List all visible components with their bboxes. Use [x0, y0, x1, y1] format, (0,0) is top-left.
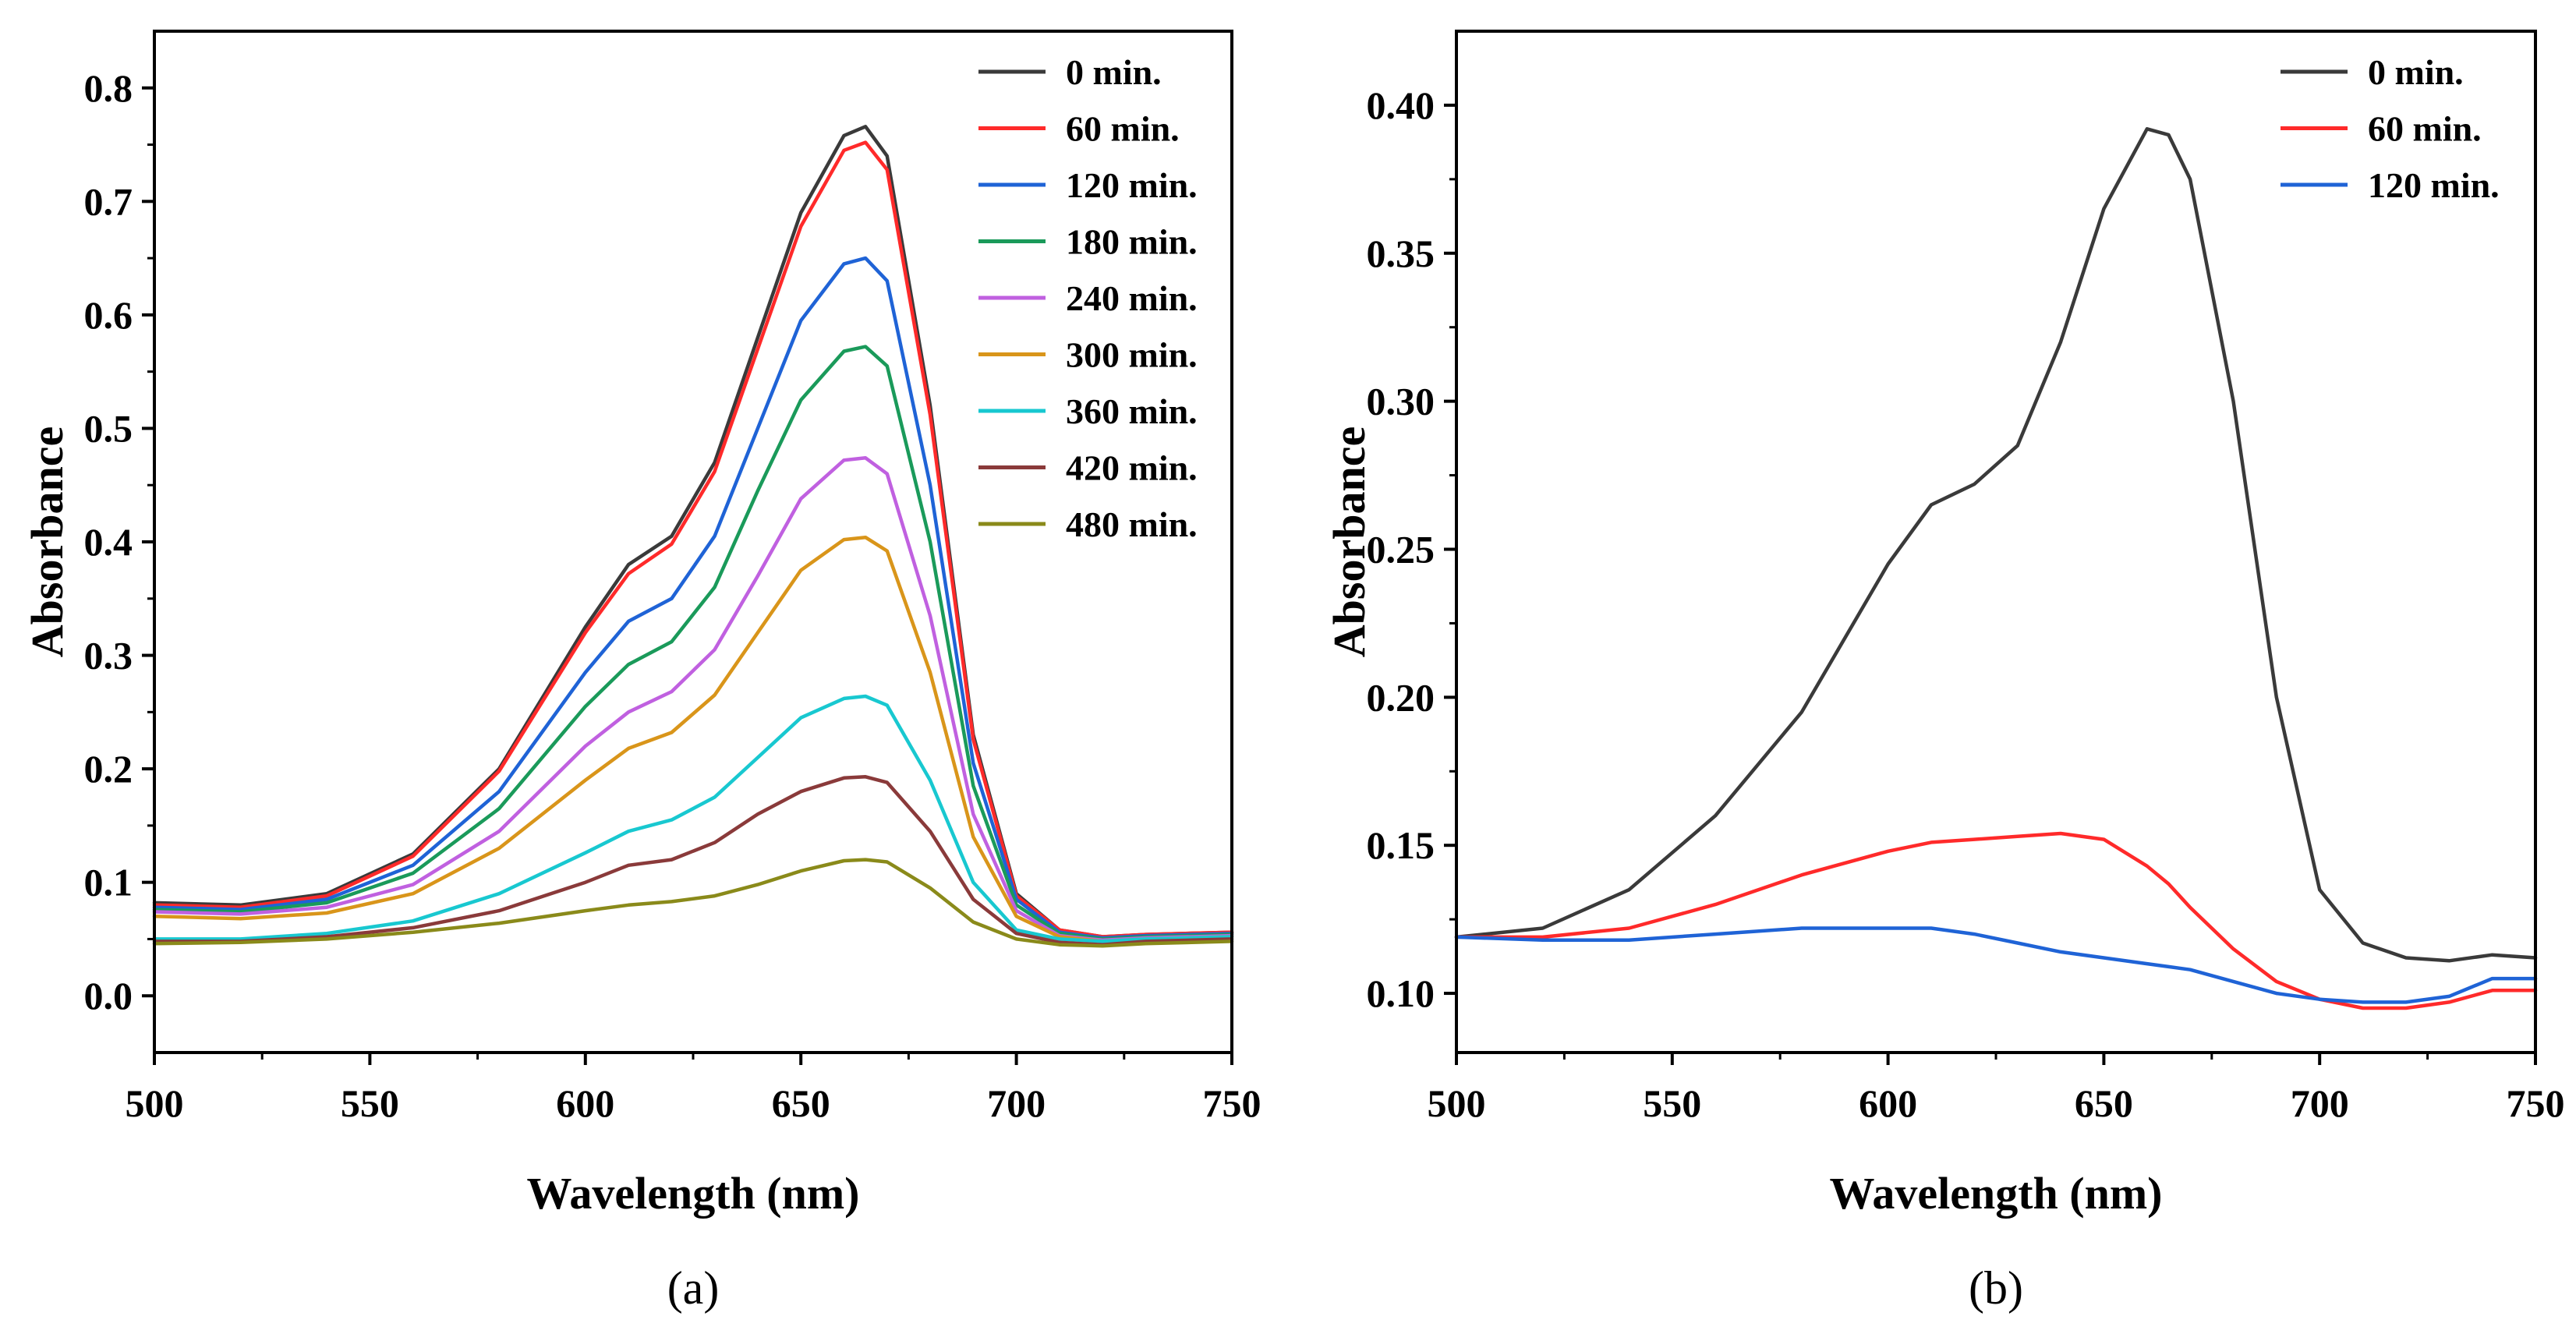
legend-label: 0 min. — [2368, 52, 2464, 92]
y-tick-label: 0.3 — [84, 634, 133, 678]
y-tick-label: 0.40 — [1367, 83, 1435, 127]
y-tick-label: 0.20 — [1367, 675, 1435, 719]
series-line-420-min — [152, 775, 1234, 947]
y-tick-label: 0.25 — [1367, 527, 1435, 571]
panel-label: (a) — [667, 1262, 720, 1314]
y-axis-title: Absorbance — [1324, 426, 1375, 657]
legend-label: 60 min. — [2368, 109, 2482, 149]
series-line-60-min — [152, 140, 1234, 939]
legend-label: 420 min. — [1066, 448, 1198, 488]
x-tick-label: 750 — [2507, 1081, 2565, 1125]
y-tick-label: 0.6 — [84, 293, 133, 337]
y-axis-title: Absorbance — [22, 426, 73, 657]
series-line-60-min — [1454, 831, 2538, 1010]
y-tick-label: 0.15 — [1367, 823, 1435, 867]
series-line-120-min — [152, 256, 1234, 940]
legend-label: 240 min. — [1066, 278, 1198, 318]
panel-b: 500 550 600 650 700 750 0.10 0.15 0.20 0.25 0.30 0.… — [1324, 30, 2565, 1314]
legend-label: 300 min. — [1066, 335, 1198, 375]
y-tick-label: 0.7 — [84, 179, 133, 223]
series-line-0-min — [1454, 127, 2538, 963]
legend-label: 480 min. — [1066, 504, 1198, 544]
series-line-240-min — [152, 456, 1234, 943]
legend: 0 min. 60 min. 120 min. — [2281, 52, 2500, 205]
x-axis-title: Wavelength (nm) — [1830, 1168, 2163, 1219]
y-tick-label: 0.5 — [84, 406, 133, 450]
legend: 0 min. 60 min. 120 min. 180 min. 240 min. 300… — [978, 52, 1198, 544]
series-line-480-min — [152, 858, 1234, 948]
series-line-180-min — [152, 345, 1234, 941]
x-tick-label: 600 — [1859, 1081, 1917, 1125]
x-tick-label: 550 — [1643, 1081, 1701, 1125]
x-tick-label: 700 — [987, 1081, 1046, 1125]
series-line-300-min — [152, 535, 1234, 943]
x-tick-label: 650 — [772, 1081, 830, 1125]
y-tick-label: 0.35 — [1367, 232, 1435, 275]
y-tick-label: 0.0 — [84, 974, 133, 1017]
y-tick-label: 0.4 — [84, 520, 133, 564]
x-tick-label: 500 — [1428, 1081, 1486, 1125]
legend-label: 120 min. — [1066, 165, 1198, 205]
y-tick-label: 0.8 — [84, 66, 133, 110]
y-tick-label: 0.30 — [1367, 380, 1435, 423]
legend-label: 180 min. — [1066, 222, 1198, 262]
series-line-120-min — [1454, 926, 2538, 1004]
y-tick-label: 0.2 — [84, 747, 133, 791]
x-tick-label: 650 — [2075, 1081, 2133, 1125]
y-tick-label: 0.1 — [84, 861, 133, 904]
x-tick-label: 600 — [556, 1081, 614, 1125]
legend-label: 60 min. — [1066, 109, 1180, 149]
x-tick-label: 500 — [126, 1081, 184, 1125]
panel-a: 500 550 600 650 700 750 0.0 0.1 0.2 0.3 0.4 0.5 0.6 0… — [22, 30, 1261, 1314]
x-tick-label: 550 — [341, 1081, 399, 1125]
x-axis-title: Wavelength (nm) — [527, 1168, 860, 1219]
legend-label: 120 min. — [2368, 165, 2500, 205]
y-tick-label: 0.10 — [1367, 971, 1435, 1015]
series-line-360-min — [152, 694, 1234, 943]
legend-label: 0 min. — [1066, 52, 1162, 92]
legend-label: 360 min. — [1066, 391, 1198, 431]
x-tick-label: 750 — [1203, 1081, 1261, 1125]
panel-label: (b) — [1969, 1262, 2023, 1314]
x-tick-label: 700 — [2291, 1081, 2349, 1125]
